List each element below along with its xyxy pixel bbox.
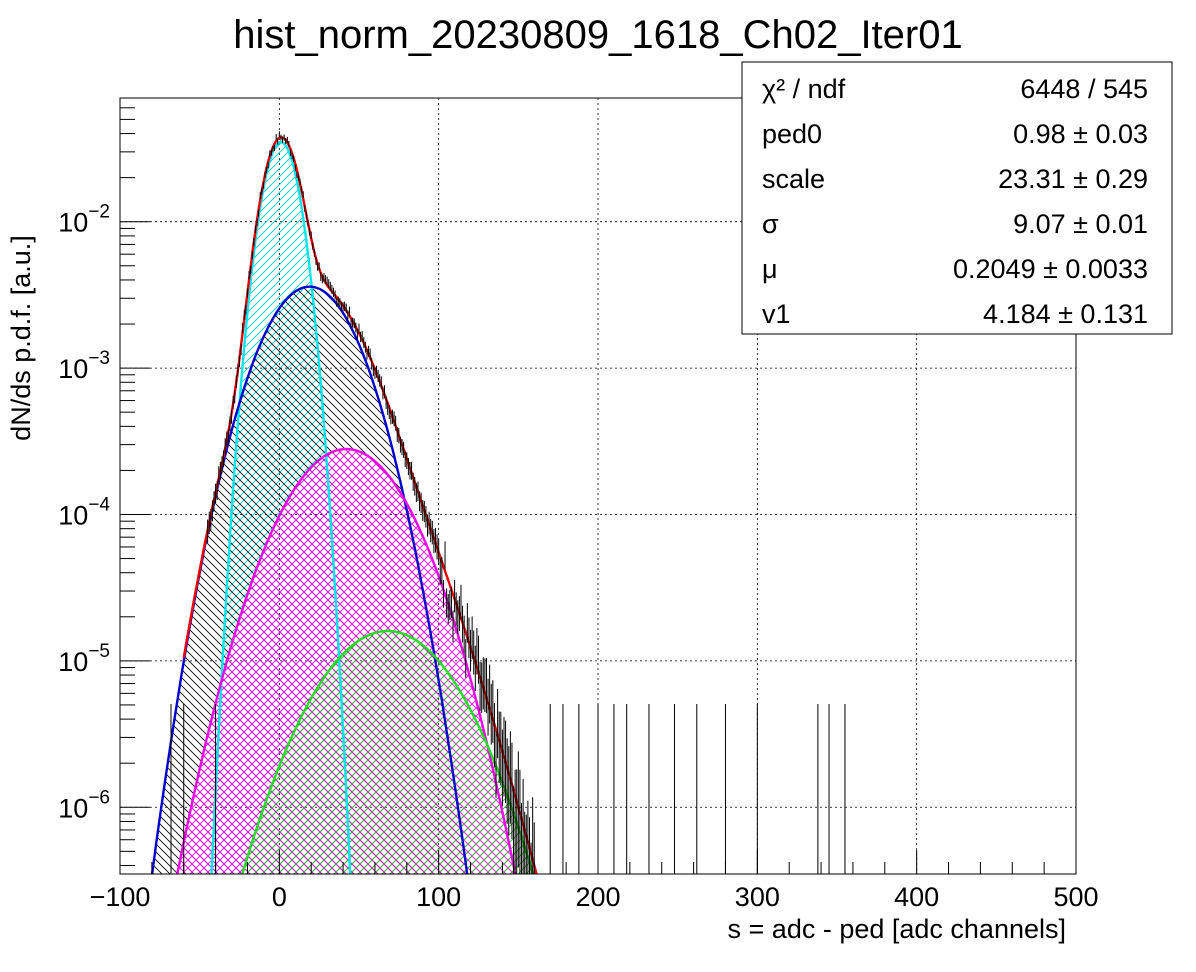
y-tick-label: 10−3	[58, 348, 110, 384]
component-fill-4	[233, 631, 543, 874]
stats-param-value: 6448 / 545	[1020, 74, 1148, 104]
stats-param-name: σ	[762, 209, 779, 239]
x-tick-label: 0	[272, 882, 287, 912]
x-axis-label: s = adc - ped [adc channels]	[728, 914, 1066, 944]
stats-param-value: 9.07 ± 0.01	[1013, 209, 1148, 239]
y-tick-label: 10−4	[58, 494, 110, 530]
y-tick-label: 10−5	[58, 641, 110, 677]
x-tick-label: 300	[735, 882, 780, 912]
chart-title: hist_norm_20230809_1618_Ch02_Iter01	[233, 13, 962, 57]
y-tick-label: 10−2	[58, 202, 110, 238]
stats-param-value: 0.98 ± 0.03	[1013, 119, 1148, 149]
stats-param-name: scale	[762, 164, 825, 194]
x-tick-label: 400	[894, 882, 939, 912]
x-tick-label: 500	[1053, 882, 1098, 912]
y-axis-label: dN/ds p.d.f. [a.u.]	[6, 235, 36, 441]
x-tick-label: −100	[90, 882, 151, 912]
stats-param-value: 23.31 ± 0.29	[998, 164, 1148, 194]
stats-param-value: 4.184 ± 0.131	[983, 299, 1148, 329]
y-tick-label: 10−6	[58, 787, 110, 823]
stats-param-name: χ² / ndf	[762, 74, 846, 104]
stats-param-name: v1	[762, 299, 791, 329]
y-axis: 10−6 10−5 10−4 10−3 10−2	[58, 97, 150, 867]
component-curve-4	[241, 629, 535, 874]
component-curve-1	[210, 140, 352, 874]
x-tick-label: 100	[416, 882, 461, 912]
component-curve-3	[176, 447, 517, 874]
component-fills	[147, 142, 543, 874]
stats-box: χ² / ndf 6448 / 545 ped0 0.98 ± 0.03 scale 23…	[741, 61, 1173, 335]
x-tick-label: 200	[575, 882, 620, 912]
stats-param-name: ped0	[762, 119, 822, 149]
stats-param-name: μ	[762, 254, 778, 284]
x-axis: −100 0 100 200 300 400 500	[90, 850, 1099, 912]
stats-param-value: 0.2049 ± 0.0033	[953, 254, 1148, 284]
